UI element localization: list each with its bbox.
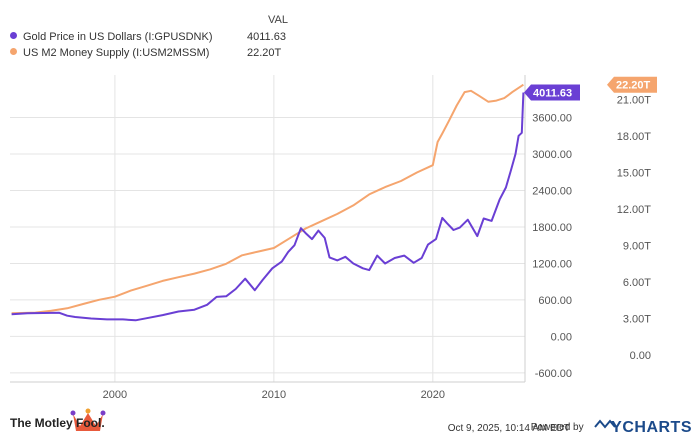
y-right-tick-label: 12.00T [617,204,652,216]
y-right-tick-label: 21.00T [617,94,652,106]
m2-money-supply-line [11,83,524,315]
end-value-flags: 4011.63 22.20T [524,76,657,101]
provider-name: YCHARTS [611,419,692,436]
powered-by-label: Powered by [530,422,584,433]
legend-item-m2: US M2 Money Supply (I:USM2MSSM) 22.20T [10,47,281,61]
brand-name: The Motley Fool. [10,416,105,430]
y-right-tick-label: 15.00T [617,167,652,179]
x-tick-label: 2020 [421,389,445,401]
y-right-tick-label: 9.00T [623,241,651,253]
y-left-tick-label: 1200.00 [532,258,572,270]
y-left-tick-label: 1800.00 [532,222,572,234]
y-left-tick-label: 3600.00 [532,113,572,125]
x-tick-label: 2010 [262,389,286,401]
ycharts-logo-mark [594,419,616,429]
y-left-tick-label: 0.00 [551,331,572,343]
m2-end-flag: 22.20T [607,76,657,93]
legend-dot-icon [10,48,17,55]
timestamp: Oct 9, 2025, 10:14 AM EDT [447,423,570,434]
tick-labels: -600.00 0.00 600.00 1200.00 1800.00 2400.00 30… [103,94,652,401]
legend-dot-icon [10,32,17,39]
y-left-tick-label: 2400.00 [532,186,572,198]
y-right-tick-label: 3.00T [623,314,651,326]
y-left-tick-label: 600.00 [538,295,572,307]
flag-shape [524,84,580,101]
flag-value-label: 22.20T [616,80,651,92]
flag-value-label: 4011.63 [533,88,572,100]
y-right-tick-label: 18.00T [617,131,652,143]
legend-value-header: VAL [268,14,288,26]
legend-item-gold: Gold Price in US Dollars (I:GPUSDNK) 401… [10,31,286,45]
gold-price-line [11,92,525,322]
y-left-tick-label: -600.00 [535,368,572,380]
y-right-tick-label: 6.00T [623,277,651,289]
legend-value: 22.20T [247,47,282,59]
legend-label: US M2 Money Supply (I:USM2MSSM) [23,47,210,59]
legend-label: Gold Price in US Dollars (I:GPUSDNK) [23,31,213,43]
x-tick-label: 2000 [103,389,127,401]
gold-end-flag: 4011.63 [524,84,580,101]
y-right-tick-label: 0.00 [630,350,651,362]
series-layer [11,83,525,322]
legend-value: 4011.63 [247,31,286,43]
jester-hat-icon [70,408,106,431]
y-left-tick-label: 3000.00 [532,149,572,161]
flag-shape [607,76,657,93]
powered-by: Powered by YCHARTS [531,419,692,437]
